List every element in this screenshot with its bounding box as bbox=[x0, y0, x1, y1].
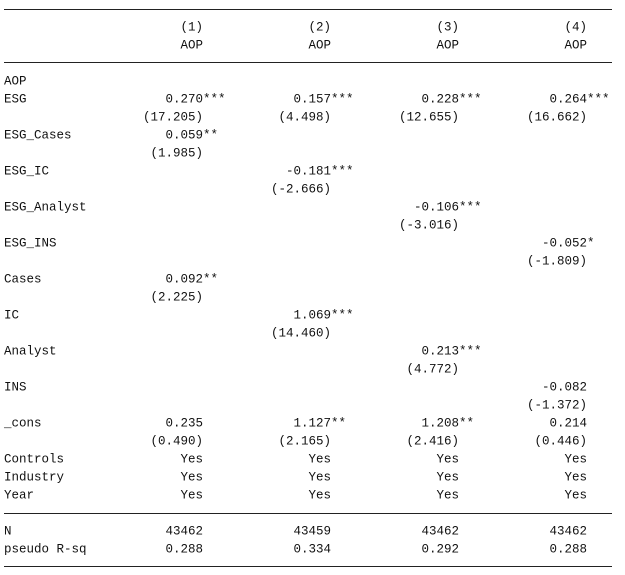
cell: 43462 bbox=[549, 524, 587, 538]
cell: Yes bbox=[308, 470, 331, 484]
column-number: (1) bbox=[180, 20, 203, 34]
cell: 0.292 bbox=[421, 542, 459, 556]
row-label: Year bbox=[4, 488, 34, 502]
row-label: Controls bbox=[4, 452, 64, 466]
cell: -0.082 bbox=[542, 380, 587, 394]
cell: (0.446) bbox=[534, 434, 587, 448]
cell: -0.181*** bbox=[286, 164, 354, 178]
row-label: Industry bbox=[4, 470, 65, 484]
row-label: ESG bbox=[4, 92, 27, 106]
cell: -0.106*** bbox=[414, 200, 482, 214]
cell: (0.490) bbox=[150, 434, 203, 448]
row-label: N bbox=[4, 524, 12, 538]
cell: (2.416) bbox=[406, 434, 459, 448]
cell: 0.213*** bbox=[421, 344, 481, 358]
row-label: ESG_Cases bbox=[4, 128, 72, 142]
column-dep-var: AOP bbox=[180, 38, 203, 52]
column-number: (3) bbox=[436, 20, 459, 34]
cell: (12.655) bbox=[399, 110, 459, 124]
cell: Yes bbox=[436, 470, 459, 484]
cell: 43462 bbox=[165, 524, 203, 538]
row-label: Analyst bbox=[4, 344, 57, 358]
cell: Yes bbox=[436, 488, 459, 502]
cell: 0.264*** bbox=[549, 92, 609, 106]
row-label: IC bbox=[4, 308, 19, 322]
cell: 0.228*** bbox=[421, 92, 481, 106]
cell: 43459 bbox=[293, 524, 331, 538]
cell: (4.498) bbox=[278, 110, 331, 124]
cell: 1.069*** bbox=[293, 308, 353, 322]
cell: Yes bbox=[308, 452, 331, 466]
cell: 1.127** bbox=[293, 416, 346, 430]
column-dep-var: AOP bbox=[436, 38, 459, 52]
cell: (1.985) bbox=[150, 146, 203, 160]
row-label: ESG_Analyst bbox=[4, 200, 87, 214]
row-label: ESG_IC bbox=[4, 164, 49, 178]
column-dep-var: AOP bbox=[308, 38, 331, 52]
cell: 1.208** bbox=[421, 416, 474, 430]
cell: (-1.372) bbox=[527, 398, 587, 412]
row-label: INS bbox=[4, 380, 27, 394]
cell: Yes bbox=[436, 452, 459, 466]
cell: 0.059** bbox=[165, 128, 218, 142]
cell: 43462 bbox=[421, 524, 459, 538]
cell: (16.662) bbox=[527, 110, 587, 124]
cell: Yes bbox=[564, 470, 587, 484]
row-label: _cons bbox=[3, 416, 42, 430]
cell: 0.288 bbox=[165, 542, 203, 556]
cell: Yes bbox=[180, 452, 203, 466]
cell: Yes bbox=[180, 488, 203, 502]
cell: (-2.666) bbox=[271, 182, 331, 196]
row-label: ESG_INS bbox=[4, 236, 57, 250]
cell: Yes bbox=[564, 488, 587, 502]
cell: (-3.016) bbox=[399, 218, 459, 232]
cell: -0.052* bbox=[542, 236, 595, 250]
column-number: (4) bbox=[564, 20, 587, 34]
column-number: (2) bbox=[308, 20, 331, 34]
cell: (4.772) bbox=[406, 362, 459, 376]
cell: (17.205) bbox=[143, 110, 203, 124]
cell: 0.235 bbox=[165, 416, 203, 430]
cell: 0.288 bbox=[549, 542, 587, 556]
column-dep-var: AOP bbox=[564, 38, 587, 52]
cell: 0.214 bbox=[549, 416, 587, 430]
cell: Yes bbox=[180, 470, 203, 484]
cell: (2.165) bbox=[278, 434, 331, 448]
cell: 0.334 bbox=[293, 542, 331, 556]
row-label: pseudo R-sq bbox=[4, 542, 87, 556]
cell: (2.225) bbox=[150, 290, 203, 304]
cell: (14.460) bbox=[271, 326, 331, 340]
cell: Yes bbox=[308, 488, 331, 502]
cell: (-1.809) bbox=[527, 254, 587, 268]
cell: 0.157*** bbox=[293, 92, 353, 106]
row-label: Cases bbox=[4, 272, 42, 286]
row-label: AOP bbox=[4, 74, 27, 88]
cell: 0.092** bbox=[165, 272, 218, 286]
cell: Yes bbox=[564, 452, 587, 466]
cell: 0.270*** bbox=[165, 92, 225, 106]
